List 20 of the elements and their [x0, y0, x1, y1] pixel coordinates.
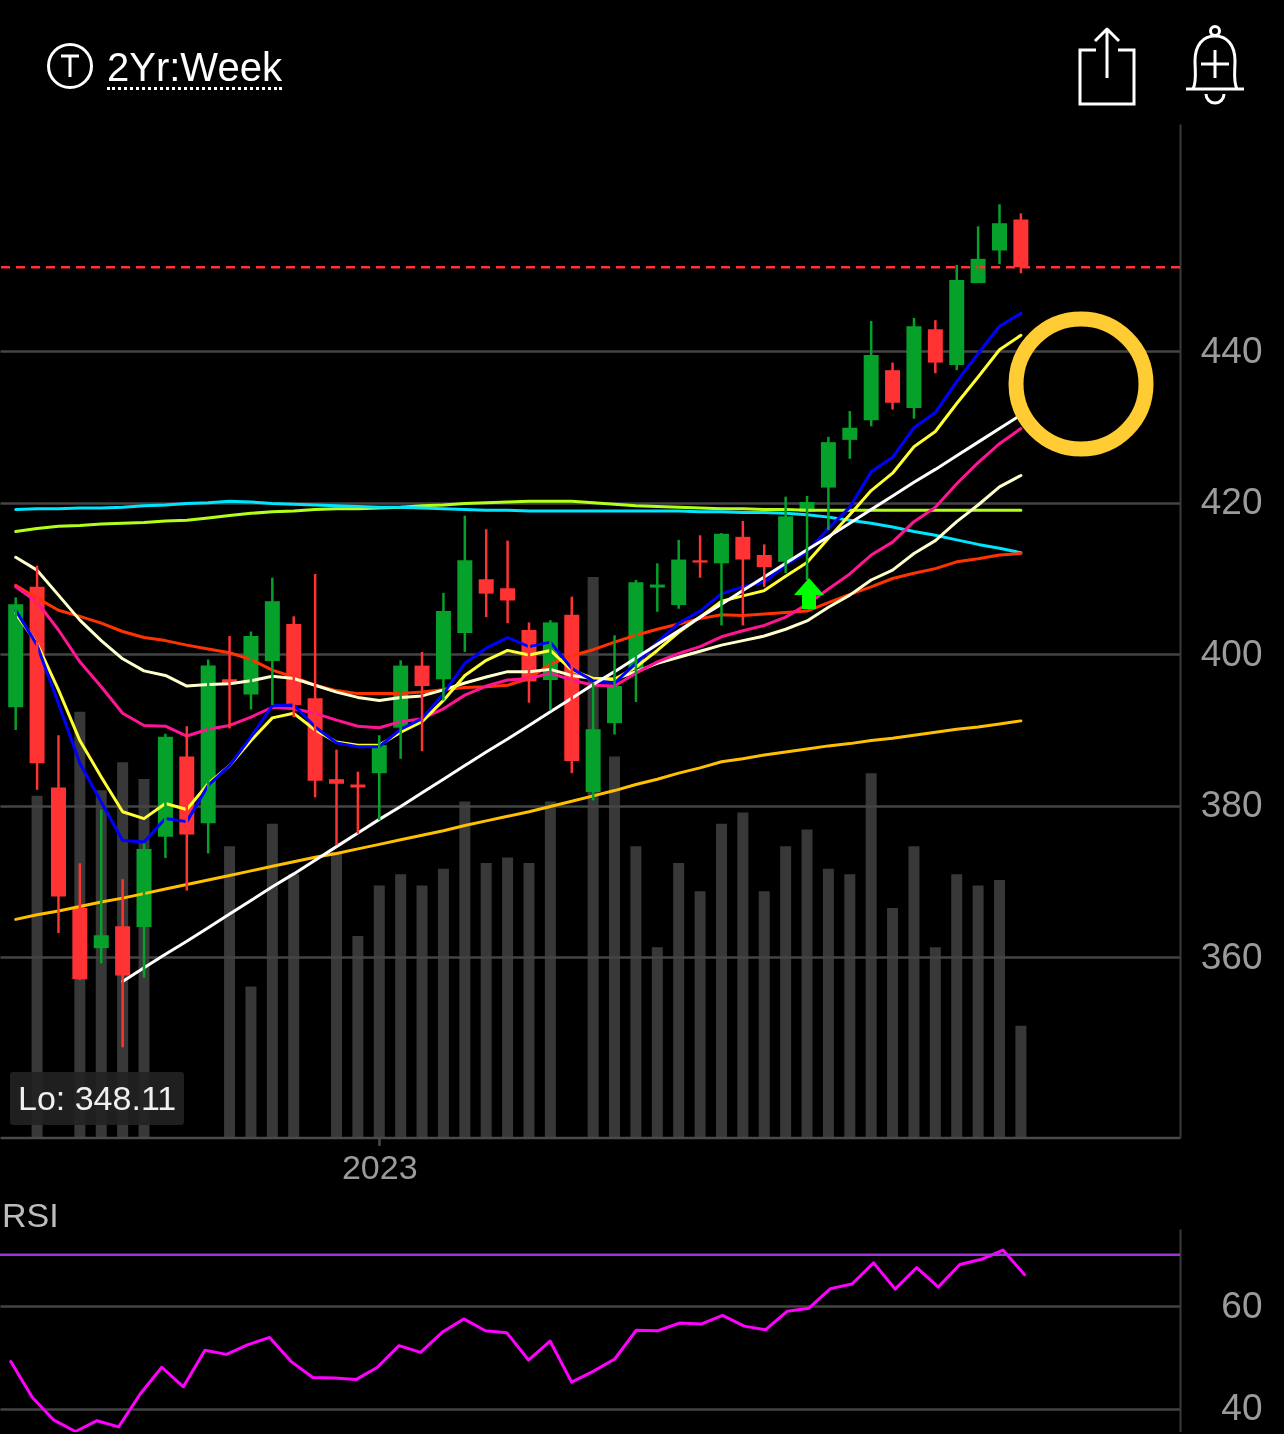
- y-tick-label: 360: [1200, 935, 1263, 977]
- y-tick-label: 400: [1200, 632, 1263, 674]
- chart-title: 2Yr:Week: [107, 45, 282, 90]
- y-tick-label: 60: [1221, 1284, 1263, 1326]
- y-tick-label: 380: [1200, 784, 1263, 826]
- line-series: [14, 499, 1023, 534]
- line-series: [14, 427, 1023, 738]
- bar: [1015, 1025, 1027, 1138]
- candlestick: [478, 528, 494, 619]
- chart-title: RSI: [2, 1196, 59, 1234]
- y-tick-label: 440: [1200, 329, 1263, 371]
- line-series: [14, 499, 1023, 555]
- y-tick-label: 40: [1221, 1387, 1263, 1429]
- candlestick: [692, 534, 708, 579]
- x-tick-label: 2023: [341, 1148, 418, 1186]
- line-series: [14, 719, 1023, 921]
- y-tick-label: 420: [1200, 481, 1263, 523]
- annotation: Lo: 348.11: [10, 1072, 185, 1125]
- bar: [245, 986, 257, 1138]
- line-series: [9, 1248, 1027, 1432]
